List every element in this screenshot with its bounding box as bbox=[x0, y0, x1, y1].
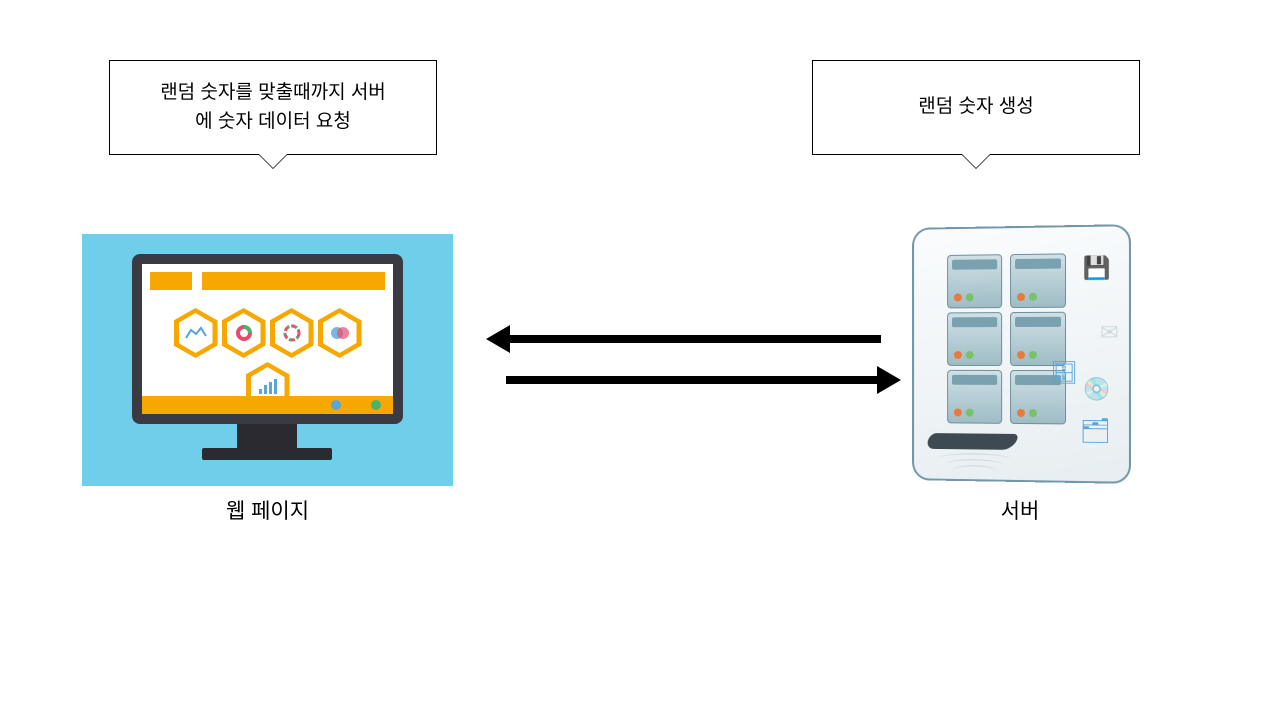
callout-web-line1: 랜덤 숫자를 맞출때까지 서버 bbox=[160, 82, 386, 103]
arrow-request-icon bbox=[506, 376, 881, 384]
hex-ring-icon bbox=[270, 308, 314, 358]
arrowhead-left-icon bbox=[486, 325, 510, 353]
hex-donut-icon bbox=[222, 308, 266, 358]
server-rack-col-right-icon bbox=[1010, 253, 1066, 424]
disc-icon: 💿 bbox=[1083, 376, 1111, 402]
motion-lines-icon bbox=[939, 453, 1010, 472]
monitor-stand-icon bbox=[237, 424, 297, 450]
monitor-base-icon bbox=[202, 448, 332, 460]
webpage-illustration bbox=[82, 234, 453, 486]
label-server: 서버 bbox=[910, 495, 1130, 525]
callout-server-generate: 랜덤 숫자 생성 bbox=[812, 60, 1140, 155]
server-box-icon: 💾 ✉ 🗄 💿 🗂 bbox=[912, 224, 1131, 484]
mail-icon: ✉ bbox=[1100, 320, 1119, 346]
callout-web-request: 랜덤 숫자를 맞출때까지 서버 에 숫자 데이터 요청 bbox=[109, 60, 437, 155]
hex-chart-area-icon bbox=[174, 308, 218, 358]
callout-web-line2: 에 숫자 데이터 요청 bbox=[195, 111, 351, 132]
browser-topbar-icon bbox=[148, 270, 387, 292]
server-rack-col-left-icon bbox=[947, 254, 1002, 424]
folder-icon: 🗂 bbox=[1080, 416, 1111, 446]
arrow-response-icon bbox=[506, 335, 881, 343]
floppy-icon: 💾 bbox=[1083, 255, 1111, 282]
arrowhead-right-icon bbox=[877, 366, 901, 394]
dashboard-hex-icons bbox=[142, 304, 393, 392]
server-illustration: 💾 ✉ 🗄 💿 🗂 bbox=[910, 226, 1130, 482]
hex-venn-icon bbox=[318, 308, 362, 358]
callout-server-text: 랜덤 숫자 생성 bbox=[918, 96, 1033, 117]
keyboard-icon bbox=[924, 433, 1019, 450]
browser-bottombar-icon bbox=[142, 396, 393, 414]
monitor-icon bbox=[132, 254, 403, 424]
database-icon: 🗄 bbox=[1050, 360, 1078, 386]
screen-icon bbox=[142, 264, 393, 414]
label-webpage: 웹 페이지 bbox=[82, 495, 453, 525]
